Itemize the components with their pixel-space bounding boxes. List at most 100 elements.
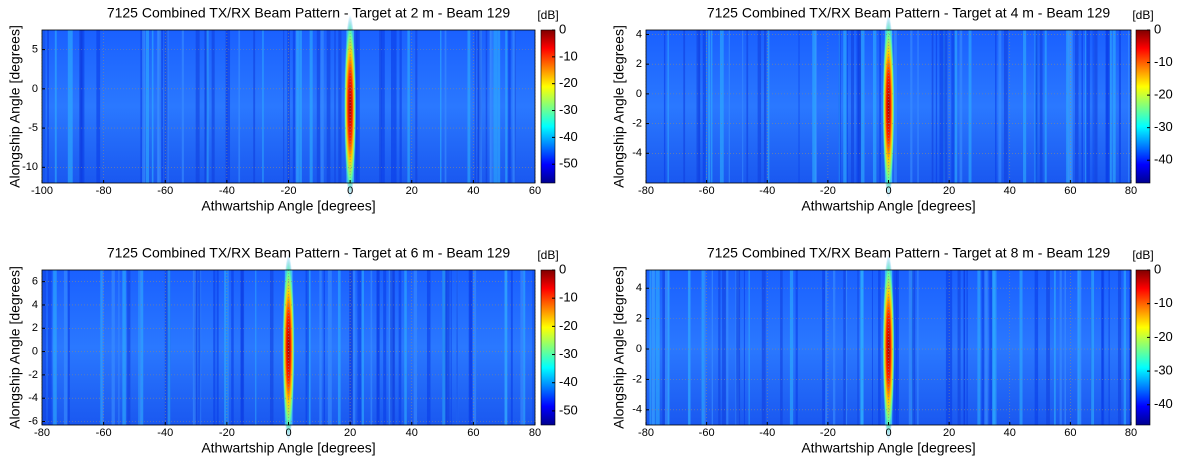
heatmap-stripe xyxy=(1074,30,1079,183)
heatmap-stripe xyxy=(1081,30,1083,183)
heatmap-stripe xyxy=(757,30,762,183)
heatmap-stripe xyxy=(127,270,131,425)
heatmap-stripe xyxy=(377,270,380,425)
heatmap-stripe xyxy=(283,30,285,183)
heatmap-stripe xyxy=(945,270,950,425)
y-tick-label: -2 xyxy=(28,369,38,381)
heatmap-stripe xyxy=(711,270,714,425)
x-tick-label: 60 xyxy=(1064,427,1076,439)
heatmap-stripe xyxy=(798,30,800,183)
y-tick-label: 2 xyxy=(32,322,38,334)
heatmap-stripe xyxy=(510,270,513,425)
heatmap-stripe xyxy=(1044,30,1047,183)
heatmap-stripe xyxy=(1109,30,1112,183)
heatmap-stripe xyxy=(1123,270,1127,425)
heatmap-stripe xyxy=(722,270,726,425)
colorbar-tick-label: -50 xyxy=(559,156,578,171)
heatmap-stripe xyxy=(1128,30,1130,183)
heatmap-stripe xyxy=(742,30,744,183)
heatmap-stripe xyxy=(743,270,746,425)
heatmap-stripe xyxy=(262,30,264,183)
heatmap-stripe xyxy=(316,30,320,183)
heatmap-stripe xyxy=(151,30,154,183)
heatmap-stripe xyxy=(477,30,481,183)
heatmap-stripe xyxy=(845,270,848,425)
heatmap-stripe xyxy=(696,30,701,183)
heatmap-stripe xyxy=(846,30,848,183)
heatmap-stripe xyxy=(893,270,898,425)
heatmap-stripe xyxy=(255,270,257,425)
x-tick-label: -80 xyxy=(96,185,112,197)
heatmap-stripe xyxy=(1067,30,1072,183)
heatmap-stripe xyxy=(305,270,309,425)
main-beam xyxy=(282,254,295,441)
heatmap-stripe xyxy=(989,270,993,425)
x-tick-label: -60 xyxy=(157,185,173,197)
heatmap-stripe xyxy=(966,270,968,425)
heatmap-stripe xyxy=(1118,30,1121,183)
heatmap-stripe xyxy=(896,270,899,425)
x-tick-label: 20 xyxy=(344,427,356,439)
heatmap-stripe xyxy=(42,30,46,183)
heatmap-stripe xyxy=(181,30,184,183)
heatmap-stripe xyxy=(981,270,985,425)
heatmap-stripe xyxy=(53,270,57,425)
heatmap-stripe xyxy=(993,270,997,425)
colorbar-tick-label: -20 xyxy=(1154,329,1173,344)
heatmap-stripe xyxy=(850,30,854,183)
heatmap-stripe xyxy=(47,30,49,183)
colorbar-tick-label: -40 xyxy=(559,129,578,144)
colorbar-tick-label: -10 xyxy=(559,48,578,63)
heatmap-stripe xyxy=(1036,30,1038,183)
heatmap-stripe xyxy=(702,30,706,183)
heatmap-stripe xyxy=(497,30,501,183)
heatmap-stripe xyxy=(42,270,47,425)
x-tick-label: -80 xyxy=(638,427,654,439)
heatmap-stripe xyxy=(667,270,670,425)
heatmap-stripe xyxy=(227,270,229,425)
heatmap-stripe xyxy=(908,270,913,425)
heatmap-stripe xyxy=(1092,30,1094,183)
y-axis-label: Alongship Angle [degrees] xyxy=(7,266,23,429)
y-tick-label: 0 xyxy=(32,345,38,357)
heatmap-stripe xyxy=(67,30,72,183)
heatmap-stripe xyxy=(726,270,729,425)
heatmap-stripe xyxy=(948,270,953,425)
heatmap-stripe xyxy=(1053,270,1056,425)
colorbar xyxy=(1135,269,1151,426)
heatmap-stripe xyxy=(708,30,711,183)
heatmap-stripe xyxy=(164,270,169,425)
x-axis-label: Athwartship Angle [degrees] xyxy=(801,440,975,456)
heatmap-stripe xyxy=(911,270,916,425)
y-tick-label: -4 xyxy=(632,404,642,416)
heatmap-stripe xyxy=(655,270,660,425)
heatmap-stripe xyxy=(205,30,209,183)
heatmap xyxy=(646,14,1131,199)
heatmap-stripe xyxy=(951,30,955,183)
heatmap-stripe xyxy=(719,30,724,183)
heatmap-stripe xyxy=(512,30,516,183)
heatmap-stripe xyxy=(139,270,142,425)
colorbar-tick-label: -20 xyxy=(559,75,578,90)
heatmap-stripe xyxy=(349,270,353,425)
heatmap-stripe xyxy=(746,30,749,183)
heatmap-stripe xyxy=(872,30,877,183)
heatmap-stripe xyxy=(1064,270,1067,425)
heatmap-stripe xyxy=(356,30,360,183)
heatmap-stripe xyxy=(145,30,149,183)
x-tick-label: 60 xyxy=(1064,185,1076,197)
heatmap-stripe xyxy=(473,270,477,425)
heatmap-stripe xyxy=(763,30,767,183)
x-tick-label: 40 xyxy=(467,185,479,197)
heatmap-stripe xyxy=(79,30,83,183)
heatmap-stripe xyxy=(442,270,446,425)
heatmap-stripe xyxy=(164,30,168,183)
heatmap-stripe xyxy=(1019,270,1023,425)
x-tick-label: -100 xyxy=(31,185,53,197)
x-tick-label: 40 xyxy=(1004,427,1016,439)
colorbar xyxy=(1135,29,1151,184)
heatmap-stripe xyxy=(977,270,981,425)
heatmap-stripe xyxy=(825,270,828,425)
heatmap-stripe xyxy=(748,270,750,425)
heatmap-stripe xyxy=(299,30,302,183)
